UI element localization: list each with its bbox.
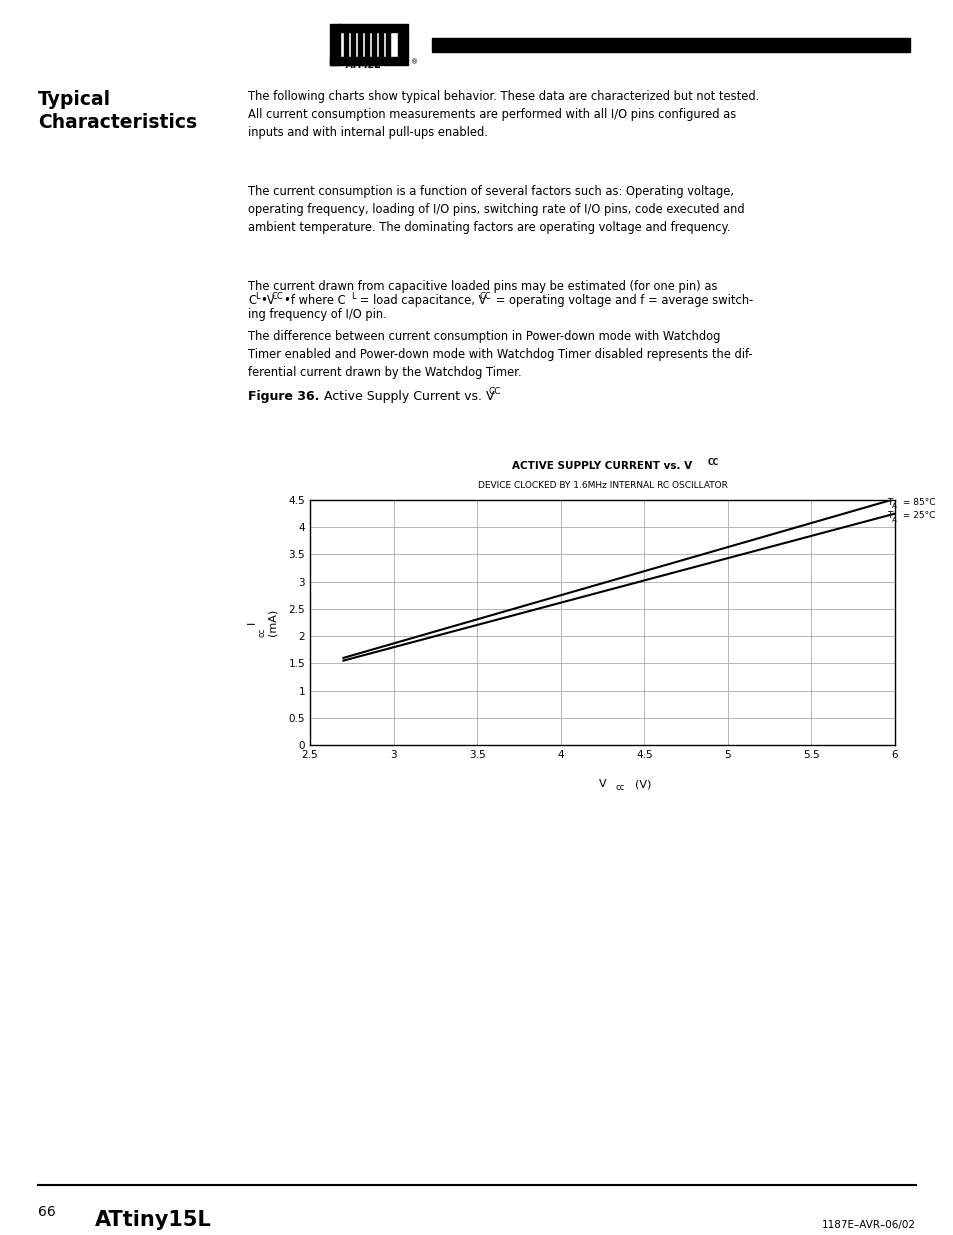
Bar — [372, 32, 375, 62]
Text: (mA): (mA) — [268, 609, 277, 636]
Text: The current consumption is a function of several factors such as: Operating volt: The current consumption is a function of… — [248, 185, 744, 233]
Text: T: T — [885, 511, 891, 520]
Text: CC: CC — [489, 387, 501, 396]
Bar — [365, 32, 369, 62]
Bar — [337, 23, 408, 32]
Text: C: C — [248, 294, 255, 308]
Text: A: A — [891, 517, 896, 522]
Text: = load capacitance, V: = load capacitance, V — [355, 294, 486, 308]
Text: The difference between current consumption in Power-down mode with Watchdog
Time: The difference between current consumpti… — [248, 330, 752, 379]
Text: The following charts show typical behavior. These data are characterized but not: The following charts show typical behavi… — [248, 90, 759, 140]
Text: DEVICE CLOCKED BY 1.6MHz INTERNAL RC OSCILLATOR: DEVICE CLOCKED BY 1.6MHz INTERNAL RC OSC… — [477, 482, 727, 490]
Text: ®: ® — [411, 59, 417, 65]
Text: ing frequency of I/O pin.: ing frequency of I/O pin. — [248, 308, 386, 321]
Text: Typical
Characteristics: Typical Characteristics — [38, 90, 197, 132]
Text: L: L — [351, 291, 355, 301]
Text: CC: CC — [707, 458, 719, 467]
Bar — [432, 38, 909, 52]
Bar — [330, 57, 408, 65]
Text: A: A — [891, 503, 896, 509]
Text: (V): (V) — [634, 779, 650, 789]
Text: cc: cc — [616, 783, 624, 792]
Bar — [378, 32, 382, 62]
Text: The current drawn from capacitive loaded pins may be estimated (for one pin) as: The current drawn from capacitive loaded… — [248, 280, 717, 293]
Text: ACTIVE SUPPLY CURRENT vs. V: ACTIVE SUPPLY CURRENT vs. V — [512, 461, 692, 471]
Text: 66: 66 — [38, 1205, 55, 1219]
Bar — [397, 32, 408, 57]
Text: CC: CC — [479, 291, 491, 301]
Text: cc: cc — [257, 627, 266, 637]
Bar — [386, 32, 390, 62]
Text: ATMEL: ATMEL — [346, 61, 381, 70]
Text: L: L — [255, 291, 260, 301]
Bar — [330, 23, 339, 65]
Text: •f where C: •f where C — [284, 294, 345, 308]
Text: •V: •V — [260, 294, 274, 308]
Text: I: I — [247, 621, 257, 624]
Text: V: V — [598, 779, 606, 789]
Text: CC: CC — [272, 291, 283, 301]
Bar — [351, 32, 355, 62]
Text: 1187E–AVR–06/02: 1187E–AVR–06/02 — [821, 1220, 915, 1230]
Text: = 25°C: = 25°C — [899, 511, 934, 520]
Text: Active Supply Current vs. V: Active Supply Current vs. V — [315, 390, 494, 403]
Text: = 85°C: = 85°C — [899, 498, 935, 506]
Text: T: T — [885, 498, 891, 506]
Text: = operating voltage and f = average switch-: = operating voltage and f = average swit… — [492, 294, 753, 308]
Text: Figure 36.: Figure 36. — [248, 390, 319, 403]
Bar — [344, 32, 348, 62]
Bar — [357, 32, 361, 62]
Text: ATtiny15L: ATtiny15L — [95, 1210, 212, 1230]
